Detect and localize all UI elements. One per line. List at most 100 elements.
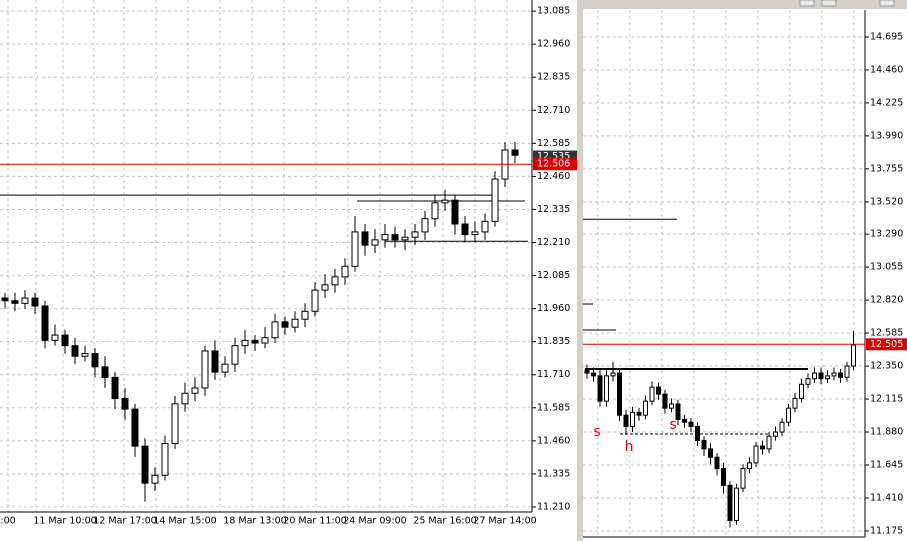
candle-body bbox=[21, 297, 29, 304]
candle-body bbox=[281, 321, 289, 328]
candle-body bbox=[799, 383, 804, 399]
candle-body bbox=[211, 350, 219, 373]
candle-body bbox=[201, 350, 209, 389]
candle-body bbox=[604, 375, 609, 402]
x-tick-label: 11 Mar 10:00 bbox=[33, 516, 96, 527]
candle-body bbox=[701, 439, 707, 450]
candle-body bbox=[617, 372, 622, 416]
candle-body bbox=[610, 372, 616, 377]
y-tick-label: 12.585 bbox=[537, 138, 570, 149]
y-tick-label: 13.520 bbox=[870, 196, 903, 207]
candle-body bbox=[151, 474, 159, 484]
current-price-label: 12.506 bbox=[537, 159, 570, 170]
candle-body bbox=[708, 448, 713, 458]
pattern-annotation: h bbox=[625, 439, 634, 455]
y-tick-label: 12.960 bbox=[537, 39, 570, 50]
candle-body bbox=[682, 418, 687, 423]
y-tick-label: 12.085 bbox=[537, 270, 570, 281]
candle-body bbox=[41, 305, 49, 341]
candle-body bbox=[727, 484, 733, 521]
candle-body bbox=[481, 220, 489, 233]
candle-body bbox=[401, 236, 409, 241]
x-tick-label: 27 Mar 14:00 bbox=[473, 516, 536, 527]
window-bar bbox=[583, 0, 907, 9]
candle-body bbox=[391, 234, 399, 241]
x-tick-label: 2:00 bbox=[0, 516, 16, 527]
candle-body bbox=[121, 398, 129, 410]
candle-body bbox=[101, 366, 109, 378]
candle-body bbox=[844, 365, 850, 378]
y-tick-label: 11.585 bbox=[537, 402, 570, 413]
x-tick-label: 25 Mar 16:00 bbox=[413, 516, 476, 527]
y-tick-label: 13.990 bbox=[870, 130, 903, 141]
candle-body bbox=[812, 372, 817, 380]
candle-body bbox=[688, 421, 694, 427]
y-tick-label: 11.210 bbox=[537, 501, 570, 512]
candle-body bbox=[779, 421, 785, 433]
y-tick-label: 14.695 bbox=[870, 31, 903, 42]
candle-body bbox=[851, 344, 856, 367]
current-price-box bbox=[533, 158, 577, 171]
candle-body bbox=[61, 334, 69, 347]
y-tick-label: 12.820 bbox=[870, 295, 903, 306]
x-tick-label: 18 Mar 13:00 bbox=[223, 516, 286, 527]
candle-body bbox=[734, 487, 739, 521]
candle-body bbox=[773, 431, 778, 437]
candle-body bbox=[675, 403, 681, 420]
candle-body bbox=[740, 468, 746, 489]
pattern-annotation: s bbox=[669, 417, 676, 433]
y-tick-label: 12.210 bbox=[537, 237, 570, 248]
candle-body bbox=[747, 462, 752, 470]
current-price-label: 12.505 bbox=[870, 339, 903, 350]
candle-body bbox=[141, 445, 149, 484]
candle-body bbox=[71, 345, 79, 357]
candle-body bbox=[131, 408, 139, 447]
candle-body bbox=[584, 369, 590, 374]
candle-body bbox=[271, 321, 279, 339]
y-tick-label: 12.585 bbox=[870, 328, 903, 339]
candle-body bbox=[111, 376, 119, 400]
candle-body bbox=[623, 414, 629, 427]
candle-body bbox=[597, 375, 603, 402]
minimize-button[interactable] bbox=[799, 0, 815, 7]
candle-body bbox=[341, 265, 349, 278]
candle-body bbox=[331, 276, 339, 286]
y-tick-label: 11.460 bbox=[537, 435, 570, 446]
candle-body bbox=[191, 387, 199, 394]
candle-body bbox=[511, 149, 519, 156]
y-tick-label: 11.835 bbox=[537, 336, 570, 347]
candle-body bbox=[11, 300, 19, 304]
candle-body bbox=[251, 339, 259, 344]
candle-body bbox=[461, 223, 469, 236]
candle-body bbox=[381, 234, 389, 241]
y-tick-label: 12.350 bbox=[870, 361, 903, 372]
candle-body bbox=[91, 353, 99, 368]
splitter bbox=[577, 0, 583, 541]
candle-body bbox=[766, 435, 772, 450]
y-tick-label: 13.290 bbox=[870, 229, 903, 240]
y-tick-label: 13.755 bbox=[870, 163, 903, 174]
candle-body bbox=[291, 318, 299, 328]
candle-body bbox=[753, 445, 759, 464]
candle-body bbox=[636, 411, 642, 416]
close-button[interactable] bbox=[879, 0, 895, 7]
candle-body bbox=[792, 397, 798, 409]
y-tick-label: 12.710 bbox=[537, 105, 570, 116]
candle-body bbox=[31, 297, 39, 307]
candle-body bbox=[721, 468, 726, 486]
x-tick-label: 12 Mar 17:00 bbox=[93, 516, 156, 527]
candle-body bbox=[786, 407, 791, 423]
y-tick-label: 11.410 bbox=[870, 492, 903, 503]
candle-body bbox=[643, 400, 648, 416]
candle-body bbox=[181, 392, 189, 405]
x-tick-label: 24 Mar 09:00 bbox=[343, 516, 406, 527]
current-price-box bbox=[866, 338, 907, 351]
candle-body bbox=[321, 284, 329, 291]
pattern-annotation: s bbox=[593, 424, 600, 440]
candle-body bbox=[51, 334, 59, 341]
y-tick-label: 12.835 bbox=[537, 72, 570, 83]
candle-body bbox=[831, 372, 837, 377]
maximize-button[interactable] bbox=[821, 0, 837, 7]
